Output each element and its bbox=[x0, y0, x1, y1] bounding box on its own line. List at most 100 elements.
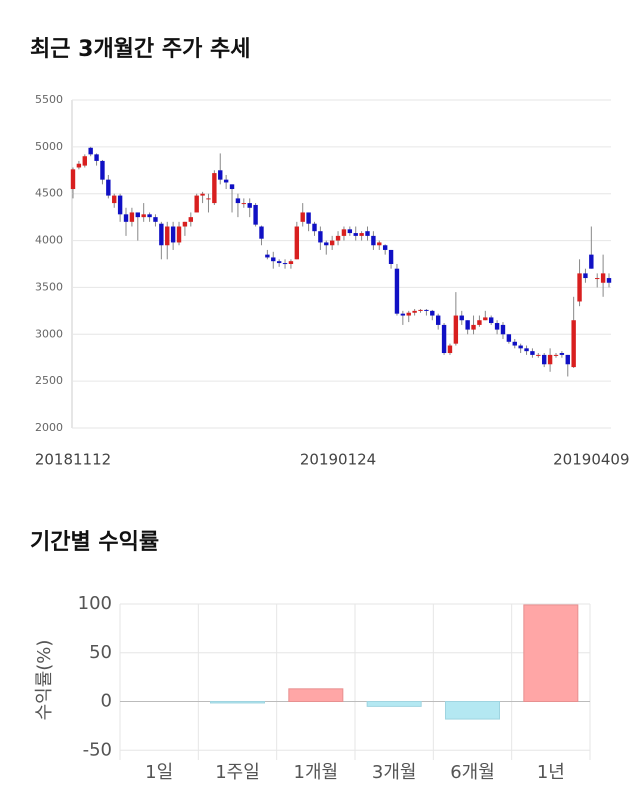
candle-body bbox=[182, 221, 188, 227]
candle-body bbox=[324, 242, 329, 246]
candle-body bbox=[365, 231, 370, 236]
candle-body bbox=[300, 212, 305, 222]
y-tick-label: 50 bbox=[89, 642, 112, 663]
candle-body bbox=[241, 203, 247, 205]
candle-body bbox=[294, 226, 300, 260]
x-tick-label: 20190124 bbox=[300, 451, 376, 469]
candle-body bbox=[530, 351, 535, 355]
bar bbox=[523, 604, 579, 702]
candle-body bbox=[282, 263, 288, 265]
candle-body bbox=[600, 273, 606, 283]
candle-body bbox=[76, 163, 82, 168]
candle-body bbox=[418, 309, 423, 311]
x-tick-label: 6개월 bbox=[450, 762, 495, 783]
candle-body bbox=[435, 315, 441, 325]
candle-body bbox=[471, 324, 476, 330]
candle-body bbox=[135, 212, 140, 218]
candle-body bbox=[500, 324, 506, 335]
candle-body bbox=[377, 242, 382, 246]
candle-body bbox=[394, 268, 400, 314]
candle-body bbox=[477, 320, 482, 325]
candle-body bbox=[406, 312, 411, 316]
candle-body bbox=[153, 217, 158, 222]
candle-body bbox=[100, 160, 105, 180]
candle-body bbox=[265, 254, 270, 258]
candle-body bbox=[165, 226, 170, 246]
candle-body bbox=[170, 226, 176, 243]
y-tick-label: 100 bbox=[78, 593, 112, 614]
candle-body bbox=[536, 354, 541, 356]
candle-body bbox=[70, 169, 76, 190]
candle-body bbox=[318, 231, 323, 243]
candle-body bbox=[583, 273, 588, 279]
bar bbox=[288, 688, 344, 703]
candle-body bbox=[88, 147, 93, 155]
candle-body bbox=[400, 313, 406, 316]
candle-body bbox=[253, 204, 258, 225]
candle-body bbox=[229, 184, 235, 190]
y-tick-label: 5500 bbox=[35, 93, 63, 106]
candle-body bbox=[553, 354, 559, 356]
candle-body bbox=[488, 317, 494, 324]
y-tick-label: -50 bbox=[83, 739, 112, 760]
candle-body bbox=[453, 315, 459, 344]
candle-body bbox=[347, 229, 353, 234]
chart-title: 최근 3개월간 주가 추세 bbox=[30, 37, 250, 62]
candle-body bbox=[312, 223, 317, 232]
candle-body bbox=[288, 261, 294, 264]
candle-body bbox=[259, 226, 264, 239]
candle-body bbox=[465, 320, 470, 330]
y-tick-label: 3500 bbox=[35, 280, 63, 293]
y-axis-label: 수익률(%) bbox=[34, 640, 55, 721]
candle-body bbox=[247, 203, 252, 208]
y-tick-label: 4000 bbox=[35, 234, 63, 247]
candle-body bbox=[388, 249, 394, 264]
x-tick-label: 1개월 bbox=[294, 762, 339, 783]
candle-body bbox=[589, 254, 594, 269]
y-tick-label: 4500 bbox=[35, 187, 63, 200]
candle-body bbox=[276, 261, 282, 264]
candle-body bbox=[218, 170, 223, 180]
candle-body bbox=[117, 195, 123, 215]
bar bbox=[210, 701, 265, 704]
candle-body bbox=[512, 341, 517, 346]
candle-body bbox=[447, 345, 453, 354]
candle-body bbox=[200, 193, 205, 196]
x-tick-label: 20181112 bbox=[35, 451, 111, 469]
candle-body bbox=[271, 257, 276, 262]
bar bbox=[366, 701, 422, 707]
y-tick-label: 0 bbox=[101, 691, 112, 712]
candle-body bbox=[123, 214, 129, 222]
x-tick-label: 3개월 bbox=[372, 762, 417, 783]
y-tick-label: 2000 bbox=[35, 421, 63, 434]
candle-body bbox=[494, 323, 500, 330]
candle-body bbox=[382, 245, 388, 250]
x-tick-label: 20190409 bbox=[553, 451, 629, 469]
candle-body bbox=[223, 179, 229, 183]
y-tick-label: 5000 bbox=[35, 140, 63, 153]
candle-body bbox=[112, 195, 117, 204]
candle-body bbox=[547, 354, 553, 365]
x-tick-label: 1주일 bbox=[215, 762, 260, 783]
candle-body bbox=[147, 214, 152, 218]
candle-body bbox=[206, 198, 211, 200]
candle-body bbox=[595, 278, 600, 280]
y-tick-label: 3000 bbox=[35, 327, 63, 340]
candle-body bbox=[412, 310, 417, 313]
bar bbox=[445, 701, 500, 720]
candle-body bbox=[188, 217, 194, 222]
candle-body bbox=[329, 240, 335, 246]
candle-body bbox=[459, 315, 464, 321]
candle-body bbox=[353, 233, 358, 236]
candle-body bbox=[430, 310, 435, 316]
candle-body bbox=[129, 212, 135, 222]
x-tick-label: 1일 bbox=[145, 762, 173, 783]
candle-body bbox=[565, 354, 570, 365]
candle-body bbox=[506, 334, 512, 342]
candle-body bbox=[176, 226, 182, 243]
candle-body bbox=[483, 317, 488, 321]
candle-body bbox=[441, 324, 447, 354]
candle-body bbox=[571, 320, 576, 368]
candle-body bbox=[542, 354, 547, 365]
